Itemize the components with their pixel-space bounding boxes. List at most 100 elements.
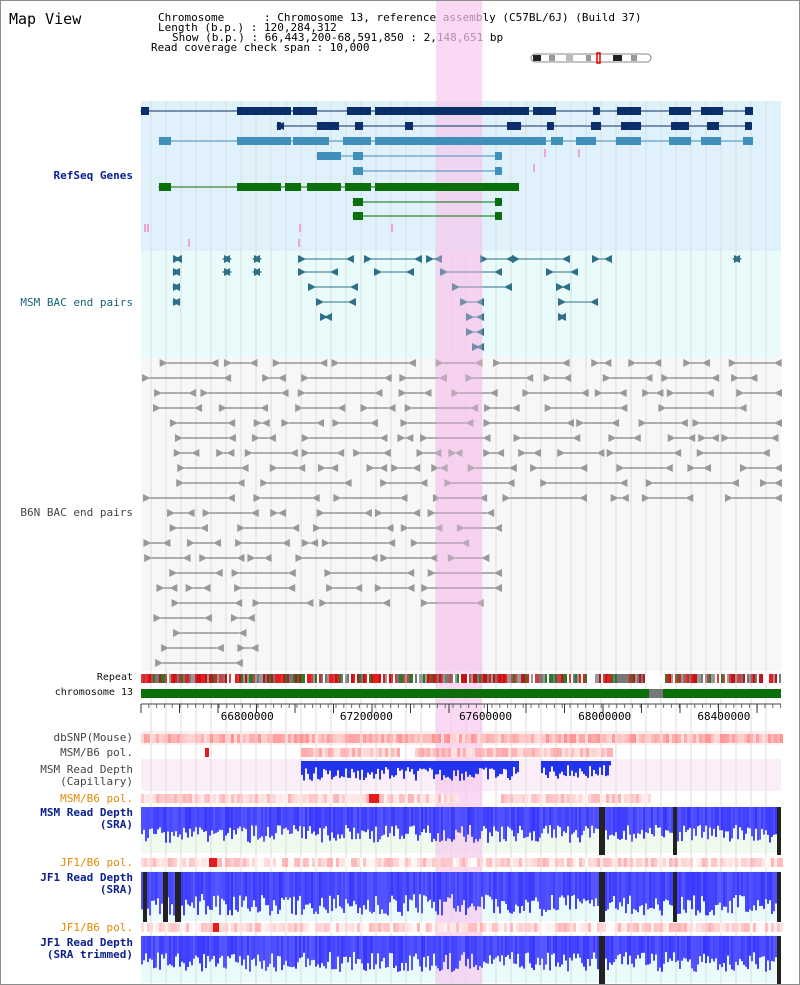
bac-pair <box>400 524 443 532</box>
axis-tick-label: 68400000 <box>697 710 750 723</box>
bac-pair <box>297 389 383 397</box>
coordinate-axis: 66800000 67200000 67600000 68000000 68400000 <box>140 703 782 723</box>
bac-pair <box>313 524 394 532</box>
bac-pair <box>331 359 416 367</box>
bac-pair <box>728 359 782 367</box>
depth-gap-bar <box>777 807 781 855</box>
bac-pair <box>687 464 712 472</box>
gene-pink-mark <box>298 239 300 247</box>
jf1-b6-pol-label[interactable]: JF1/B6 pol. <box>60 856 133 869</box>
gene-feature <box>375 183 431 191</box>
bac-pair <box>466 313 484 321</box>
bac-pair <box>301 449 345 457</box>
bac-pair <box>366 464 388 472</box>
repeat-label: Repeat <box>96 672 133 683</box>
bac-pair <box>451 389 498 397</box>
bac-pair <box>317 464 339 472</box>
depth-gap-bar <box>777 872 781 922</box>
jf1-depth-trimmed-label[interactable]: JF1 Read Depth (SRA trimmed) <box>40 936 133 961</box>
refseq-genes-label[interactable]: RefSeq Genes <box>53 169 133 182</box>
msm-depth-sra-label[interactable]: MSM Read Depth (SRA) <box>40 806 133 831</box>
gene-row <box>158 137 753 145</box>
gene-pink-mark <box>299 224 301 232</box>
bac-pair <box>252 599 314 607</box>
bac-pair <box>530 464 588 472</box>
bac-pair <box>159 359 219 367</box>
bac-pair <box>696 449 770 457</box>
msm-depth-capillary-label[interactable]: MSM Read Depth (Capillary) <box>40 763 133 788</box>
gene-feature <box>307 183 341 191</box>
bac-pair <box>431 464 448 472</box>
bac-pair <box>316 298 356 306</box>
depth-gap-bar <box>175 872 181 922</box>
msm-b6-pol-label[interactable]: MSM/B6 pol. <box>60 746 133 759</box>
bac-pair <box>721 434 779 442</box>
jf1-depth-sra-label[interactable]: JF1 Read Depth (SRA) <box>40 871 133 896</box>
bac-pair <box>244 449 298 457</box>
gene-feature <box>317 152 341 160</box>
depth-gap-bar <box>673 807 677 855</box>
bac-pair <box>295 554 378 562</box>
bac-pair <box>319 599 391 607</box>
dbsnp-label[interactable]: dbSNP(Mouse) <box>53 731 133 744</box>
bac-pair <box>185 584 211 592</box>
bac-pair <box>667 434 696 442</box>
bac-pair <box>222 268 232 276</box>
b6n-bac-label[interactable]: B6N BAC end pairs <box>20 506 133 519</box>
bac-pair <box>483 449 505 457</box>
msm-capillary-depth-track <box>301 761 611 781</box>
bac-pair <box>260 479 352 487</box>
gene-row <box>276 122 752 130</box>
gene-feature <box>293 137 329 145</box>
bac-pair <box>253 419 270 427</box>
gene-row <box>352 198 502 206</box>
chromosome-gap <box>649 689 663 698</box>
axis-tick-label: 67200000 <box>340 710 393 723</box>
msm-b6-pol-sra-label[interactable]: MSM/B6 pol. <box>60 792 133 805</box>
bac-pair <box>364 255 422 263</box>
b6n-bac-track <box>142 359 782 667</box>
bac-pair <box>172 298 181 306</box>
gene-row <box>140 107 753 115</box>
bac-pair <box>465 374 534 382</box>
jf1-b6-pol-trim-label[interactable]: JF1/B6 pol. <box>60 921 133 934</box>
bac-pair <box>176 479 245 487</box>
bac-pair <box>177 464 249 472</box>
depth-gap-bar <box>143 872 147 922</box>
bac-pair <box>557 449 605 457</box>
dbsnp-track <box>141 734 783 743</box>
chromosome-ideogram-icon <box>530 52 652 64</box>
ideogram-position-marker <box>596 52 601 64</box>
bac-pair <box>262 374 286 382</box>
gene-feature <box>621 122 641 130</box>
bac-pair <box>467 464 517 472</box>
bac-pair <box>576 419 619 427</box>
bac-pair <box>154 389 197 397</box>
bac-pair <box>638 419 688 427</box>
bac-pair <box>452 283 512 291</box>
bac-pair <box>522 389 589 397</box>
msm-bac-label[interactable]: MSM BAC end pairs <box>20 296 133 309</box>
bac-pair <box>298 268 338 276</box>
bac-pair <box>398 389 432 397</box>
bac-pair <box>472 343 484 351</box>
bac-pair <box>544 404 628 412</box>
bac-pair <box>235 539 290 547</box>
gene-feature <box>616 137 641 145</box>
bac-pair <box>144 554 191 562</box>
bac-pair <box>298 255 354 263</box>
bac-pair <box>724 494 782 502</box>
bac-pair <box>732 255 742 263</box>
gene-feature <box>237 183 281 191</box>
bac-pair <box>321 539 396 547</box>
bac-pair <box>308 283 358 291</box>
gene-feature <box>347 107 371 115</box>
bac-pair <box>326 584 363 592</box>
gene-feature <box>285 183 301 191</box>
gene-feature <box>519 137 546 145</box>
msm-b6-pol-track <box>205 748 613 757</box>
bac-pair <box>456 524 502 532</box>
gene-feature <box>431 183 519 191</box>
bac-pair <box>202 509 259 517</box>
